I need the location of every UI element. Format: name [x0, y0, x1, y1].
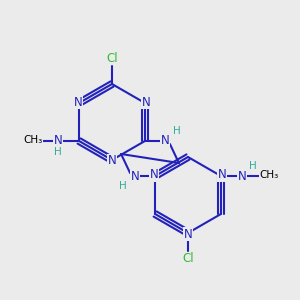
Text: H: H	[173, 126, 181, 136]
Text: H: H	[54, 147, 62, 157]
Text: N: N	[142, 95, 150, 109]
Text: Cl: Cl	[106, 52, 118, 64]
Text: Cl: Cl	[182, 253, 194, 266]
Text: N: N	[150, 169, 158, 182]
Text: N: N	[218, 169, 226, 182]
Text: N: N	[54, 134, 62, 148]
Text: N: N	[184, 227, 192, 241]
Text: CH₃: CH₃	[259, 170, 278, 180]
Text: H: H	[249, 161, 257, 171]
Text: N: N	[160, 134, 169, 148]
Text: N: N	[74, 95, 82, 109]
Text: N: N	[131, 169, 140, 182]
Text: N: N	[108, 154, 116, 167]
Text: CH₃: CH₃	[23, 135, 43, 145]
Text: N: N	[238, 169, 246, 182]
Text: H: H	[119, 181, 127, 191]
